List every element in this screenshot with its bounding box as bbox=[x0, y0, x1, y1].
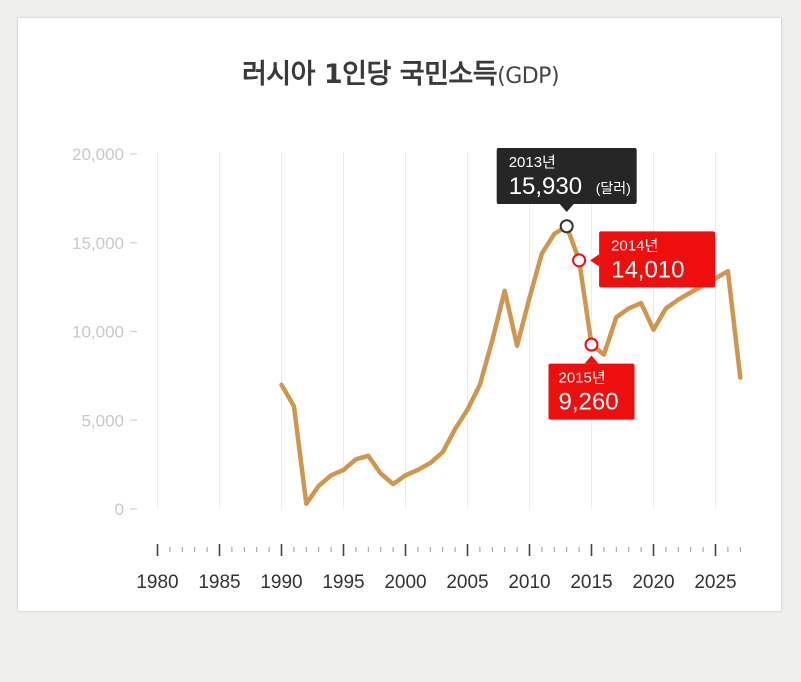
y-tick-label: 15,000 bbox=[72, 234, 124, 253]
chart-title: 러시아 1인당 국민소득(GDP) bbox=[0, 52, 801, 91]
x-tick-label: 2025 bbox=[694, 572, 736, 593]
annotation-unit: (달러) bbox=[596, 180, 631, 196]
annotation-2013: 2013년 15,930 (달러) bbox=[496, 148, 637, 234]
x-tick-label: 2005 bbox=[446, 572, 488, 593]
chart-title-text: 러시아 1인당 국민소득 bbox=[241, 59, 498, 90]
x-tick-label: 2000 bbox=[384, 572, 426, 593]
annotation-marker bbox=[559, 219, 574, 234]
y-tick-label: 10,000 bbox=[72, 323, 124, 342]
x-tick-label: 1995 bbox=[322, 572, 364, 593]
x-tick-label: 2010 bbox=[508, 572, 550, 593]
x-tick-label: 2020 bbox=[632, 572, 674, 593]
annotation-box bbox=[599, 231, 716, 288]
x-tick-label: 1990 bbox=[260, 572, 302, 593]
x-tick-label: 1980 bbox=[136, 572, 178, 593]
x-tick-label: 2015 bbox=[570, 572, 612, 593]
y-tick-label: 5,000 bbox=[81, 411, 124, 430]
annotation-value: 15,930 bbox=[509, 173, 582, 200]
annotation-box bbox=[496, 148, 637, 204]
grid-lines bbox=[157, 152, 716, 509]
annotation-pointer bbox=[584, 355, 599, 364]
annotation-marker bbox=[572, 253, 587, 268]
annotation-marker bbox=[584, 337, 599, 352]
annotation-value: 14,010 bbox=[611, 256, 684, 283]
annotation-pointer bbox=[559, 204, 574, 212]
y-tick-label: 0 bbox=[115, 500, 124, 519]
annotation-value: 9,260 bbox=[559, 389, 619, 416]
annotation-year: 2015년 bbox=[559, 370, 606, 387]
annotation-pointer bbox=[590, 254, 600, 267]
annotation-2015: 2015년 9,260 bbox=[548, 337, 635, 420]
series-layer bbox=[279, 223, 743, 506]
x-tick-label: 1985 bbox=[198, 572, 240, 593]
y-tick-label: 20,000 bbox=[72, 145, 124, 164]
annotation-box bbox=[548, 363, 635, 420]
annotation-year: 2014년 bbox=[611, 237, 658, 254]
annotation-year: 2013년 bbox=[509, 154, 556, 171]
x-axis: 1980 1985 1990 1995 2000 2005 2010 2015 2020 2025 bbox=[136, 544, 741, 593]
chart-title-suffix: (GDP) bbox=[497, 64, 560, 89]
annotation-2014: 2014년 14,010 bbox=[572, 231, 716, 288]
y-axis: 0 5,000 10,000 15,000 20,000 bbox=[72, 145, 137, 519]
series-line bbox=[279, 223, 743, 506]
annotation-layer: 2013년 15,930 (달러) 2014년 14,010 2015년 9,260 bbox=[496, 148, 716, 420]
